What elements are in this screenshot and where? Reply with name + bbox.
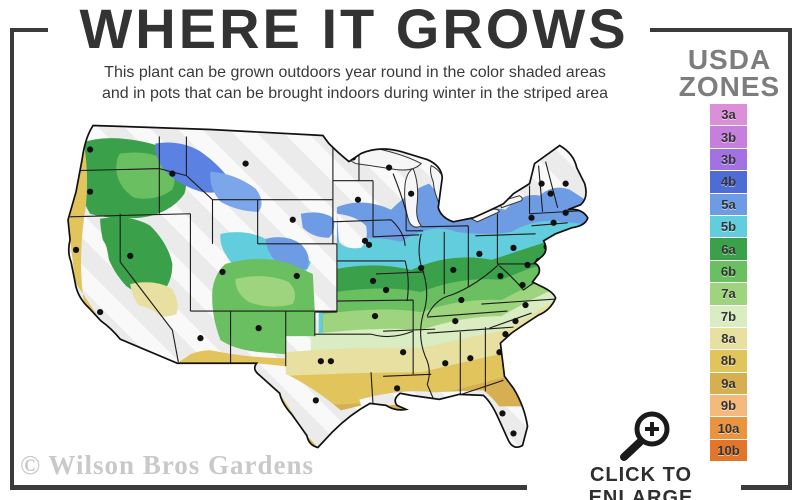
subtitle-line-1: This plant can be grown outdoors year ro…	[104, 64, 606, 81]
legend-zone-label: 7a	[721, 286, 736, 302]
us-hardiness-zone-map[interactable]	[60, 113, 672, 465]
legend-zone-label: 5b	[720, 219, 737, 235]
frame-top-right	[650, 28, 792, 32]
usda-zones-legend: 3a 3b 3b 4b 5a 5b 6a 6b 7a 7b 8a 8b 9a 9b 10a 10b	[710, 104, 747, 462]
legend-zone-item: 5b	[710, 215, 747, 238]
click-to-enlarge-button[interactable]: CLICK TO ENLARGE	[588, 464, 694, 500]
legend-title-line-1: USDA	[687, 44, 772, 75]
legend-zone-label: 10a	[717, 420, 740, 436]
legend-zone-item: 6b	[710, 260, 747, 283]
frame-top-left	[10, 28, 48, 32]
legend-title: USDA ZONES	[672, 44, 787, 102]
frame-left	[10, 28, 14, 490]
page-title: WHERE IT GROWS	[79, 0, 629, 60]
legend-zone-item: 3b	[710, 126, 747, 148]
subtitle-line-2: and in pots that can be brought indoors …	[101, 85, 609, 102]
legend-zone-item: 3b	[710, 148, 747, 171]
legend-zone-label: 10b	[717, 443, 740, 459]
us-map-graphic	[67, 124, 589, 449]
legend-zone-item: 8b	[710, 350, 747, 372]
legend-zone-item: 4b	[710, 171, 747, 193]
legend-zone-label: 7b	[720, 308, 737, 324]
legend-zone-item: 6a	[710, 238, 747, 260]
legend-zone-label: 6a	[721, 241, 736, 257]
legend-zone-label: 8b	[720, 353, 737, 369]
legend-zone-item: 10a	[710, 417, 747, 439]
frame-bottom-left	[10, 485, 527, 490]
legend-zone-label: 3b	[720, 151, 737, 167]
legend-zone-label: 5a	[721, 196, 736, 212]
legend-title-line-2: ZONES	[678, 71, 781, 102]
frame-bottom-right	[741, 485, 792, 490]
watermark: © Wilson Bros Gardens	[20, 450, 314, 480]
frame-right	[788, 28, 792, 490]
page-subtitle: This plant can be grown outdoors year ro…	[0, 62, 710, 104]
legend-zone-item: 5a	[710, 193, 747, 215]
legend-zone-item: 9b	[710, 395, 747, 417]
legend-zone-label: 4b	[720, 174, 737, 190]
legend-zone-label: 3b	[720, 129, 737, 145]
legend-zone-label: 8a	[721, 331, 736, 347]
legend-zone-item: 3a	[710, 104, 747, 126]
legend-zone-label: 6b	[720, 263, 737, 279]
legend-zone-item: 7b	[710, 305, 747, 327]
legend-zone-item: 9a	[710, 372, 747, 395]
legend-zone-item: 7a	[710, 283, 747, 305]
legend-zone-label: 9b	[720, 398, 737, 414]
legend-zone-label: 9a	[721, 375, 736, 391]
legend-zone-item: 8a	[710, 327, 747, 350]
legend-zone-item: 10b	[710, 439, 747, 462]
legend-zone-label: 3a	[721, 107, 736, 123]
magnifier-plus-icon[interactable]	[612, 405, 674, 470]
